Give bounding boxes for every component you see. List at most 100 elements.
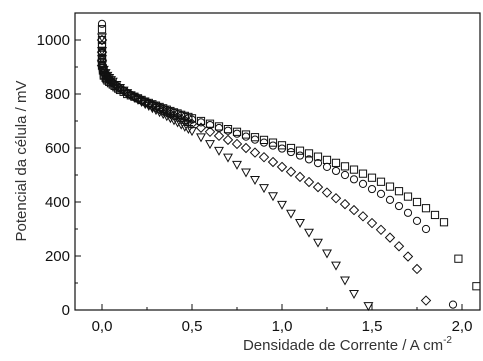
data-point-diamond [204, 126, 216, 138]
data-point-diamond [375, 224, 387, 236]
data-point-square [340, 162, 350, 171]
data-point-triangle-down [133, 95, 143, 105]
data-point-square [331, 158, 341, 167]
data-point-triangle-down [165, 114, 176, 124]
data-point-diamond [213, 130, 225, 142]
data-point-triangle-down [125, 91, 136, 101]
data-point-diamond [420, 295, 432, 306]
data-point-triangle-down [259, 184, 269, 194]
data-point-square [259, 135, 269, 145]
y-tick-label: 600 [45, 140, 70, 157]
data-point-square [304, 149, 314, 158]
data-point-diamond [183, 116, 194, 128]
data-point-circle [349, 175, 359, 184]
data-point-square [313, 152, 323, 161]
data-point-diamond [321, 187, 333, 198]
data-point-triangle-down [349, 289, 359, 299]
data-point-diamond [258, 151, 270, 163]
data-point-square [421, 204, 431, 213]
data-point-diamond [366, 217, 378, 229]
y-tick-label: 0 [62, 302, 70, 319]
data-point-triangle-down [154, 108, 165, 118]
data-point-triangle-down [151, 106, 161, 116]
data-point-circle [241, 132, 251, 141]
y-tick-label: 400 [45, 194, 70, 211]
data-point-diamond [186, 118, 198, 129]
data-point-diamond [222, 134, 234, 146]
plot-frame [74, 12, 481, 311]
data-point-triangle-down [172, 118, 183, 128]
data-point-triangle-down [161, 112, 172, 122]
data-point-square [250, 133, 260, 142]
series-triangle-down [97, 33, 374, 312]
data-point-square [97, 35, 107, 45]
data-point-diamond [357, 211, 369, 222]
data-point-triangle-down [277, 200, 287, 210]
data-point-triangle-down [313, 238, 323, 248]
data-point-triangle-down [97, 46, 107, 56]
data-point-triangle-down [129, 93, 140, 103]
data-point-square [277, 141, 287, 150]
data-point-circle [250, 135, 260, 144]
data-point-triangle-down [223, 153, 233, 163]
data-point-triangle-down [187, 127, 197, 137]
y-tick-label: 1000 [37, 32, 70, 49]
data-point-circle [403, 208, 413, 217]
data-point-square [268, 138, 278, 147]
data-point-circle [421, 224, 431, 234]
data-point-triangle-down [115, 83, 125, 93]
data-point-circle [385, 195, 395, 204]
series-circle [97, 19, 458, 309]
data-point-square [97, 25, 107, 34]
data-point-circle [304, 155, 314, 164]
data-point-diamond [294, 171, 306, 183]
data-point-triangle-down [136, 98, 147, 107]
data-point-diamond [393, 241, 405, 252]
data-point-square [472, 282, 481, 291]
data-point-circle [295, 151, 305, 160]
data-point-triangle-down [118, 86, 129, 96]
data-point-circle [196, 118, 206, 127]
data-point-diamond [303, 176, 315, 188]
data-point-triangle-down [241, 168, 251, 178]
series-square [97, 25, 481, 291]
data-point-diamond [312, 181, 324, 193]
data-point-triangle-down [106, 76, 116, 86]
data-point-circle [358, 179, 368, 189]
x-tick-label: 0,5 [182, 318, 203, 335]
data-point-circle [322, 162, 332, 171]
data-point-square [286, 143, 296, 153]
data-point-diamond [330, 193, 342, 204]
data-point-triangle-down [214, 146, 224, 156]
data-point-diamond [96, 55, 108, 66]
x-axis-title: Densidade de Corrente / A cm-2 [243, 335, 452, 354]
data-point-square [430, 210, 440, 220]
data-point-triangle-down [286, 209, 296, 219]
data-point-square [385, 182, 395, 191]
data-point-diamond [195, 122, 207, 133]
data-point-square [394, 187, 404, 196]
data-point-circle [259, 138, 269, 147]
data-point-triangle-down [147, 104, 158, 114]
x-axis-title-superscript: -2 [443, 335, 452, 346]
data-point-triangle-down [169, 116, 179, 126]
x-tick-label: 2,0 [452, 318, 473, 335]
data-point-square [349, 165, 359, 174]
data-point-diamond [411, 263, 423, 275]
data-point-triangle-down [122, 89, 133, 99]
x-axis-ticks: 0,0 0,5 1,0 1,5 2,0 [92, 304, 473, 335]
data-point-diamond [267, 156, 279, 168]
data-point-circle [277, 144, 287, 153]
data-point-triangle-down [331, 261, 341, 271]
y-tick-label: 800 [45, 86, 70, 103]
data-point-triangle-down [179, 122, 190, 132]
data-point-square [439, 218, 449, 227]
data-point-circle [340, 170, 350, 180]
data-point-triangle-down [111, 81, 122, 90]
data-point-triangle-down [295, 218, 305, 228]
data-point-triangle-down [158, 110, 169, 120]
data-point-square [214, 122, 224, 131]
data-point-diamond [96, 46, 108, 58]
x-tick-label: 1,5 [362, 318, 383, 335]
